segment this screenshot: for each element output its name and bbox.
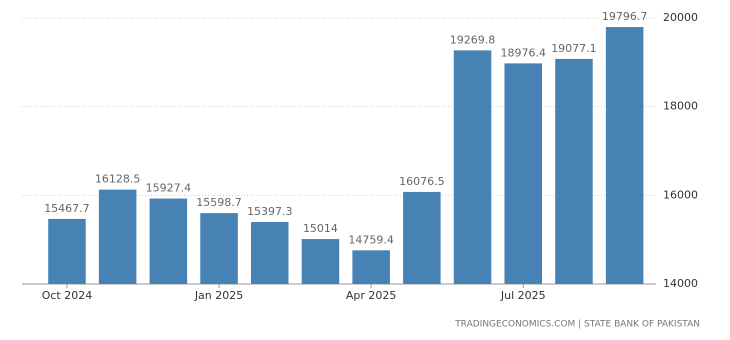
value-label: 15598.7 — [196, 196, 242, 209]
value-label: 16076.5 — [399, 175, 445, 188]
x-tick-label: Apr 2025 — [346, 289, 397, 302]
x-tick-label: Jul 2025 — [500, 289, 546, 302]
bar — [352, 250, 390, 284]
value-label: 15927.4 — [146, 182, 192, 195]
value-label: 19796.7 — [602, 10, 648, 23]
y-tick-label: 16000 — [663, 188, 698, 201]
y-tick-label: 18000 — [663, 100, 698, 113]
value-label: 18976.4 — [501, 46, 547, 59]
bar — [48, 218, 86, 284]
bar — [555, 58, 593, 284]
bar — [98, 189, 137, 284]
bar — [149, 198, 188, 284]
value-label: 19077.1 — [551, 42, 597, 55]
y-tick-label: 14000 — [663, 277, 698, 290]
bar — [605, 27, 644, 284]
x-tick-label: Jan 2025 — [194, 289, 243, 302]
value-label: 19269.8 — [450, 33, 496, 46]
value-label: 15014 — [303, 222, 338, 235]
value-label: 14759.4 — [348, 233, 394, 246]
y-tick-label: 20000 — [663, 11, 698, 24]
bar — [453, 50, 492, 285]
bar — [504, 63, 543, 284]
value-label: 16128.5 — [95, 173, 141, 186]
source-note: TRADINGECONOMICS.COM | STATE BANK OF PAK… — [454, 320, 700, 330]
value-label: 15397.3 — [247, 205, 293, 218]
bar — [301, 239, 340, 284]
bar — [200, 213, 238, 284]
x-tick-label: Oct 2024 — [42, 289, 93, 302]
value-label: 15467.7 — [44, 202, 90, 215]
bar — [403, 191, 441, 284]
bar — [250, 222, 289, 284]
